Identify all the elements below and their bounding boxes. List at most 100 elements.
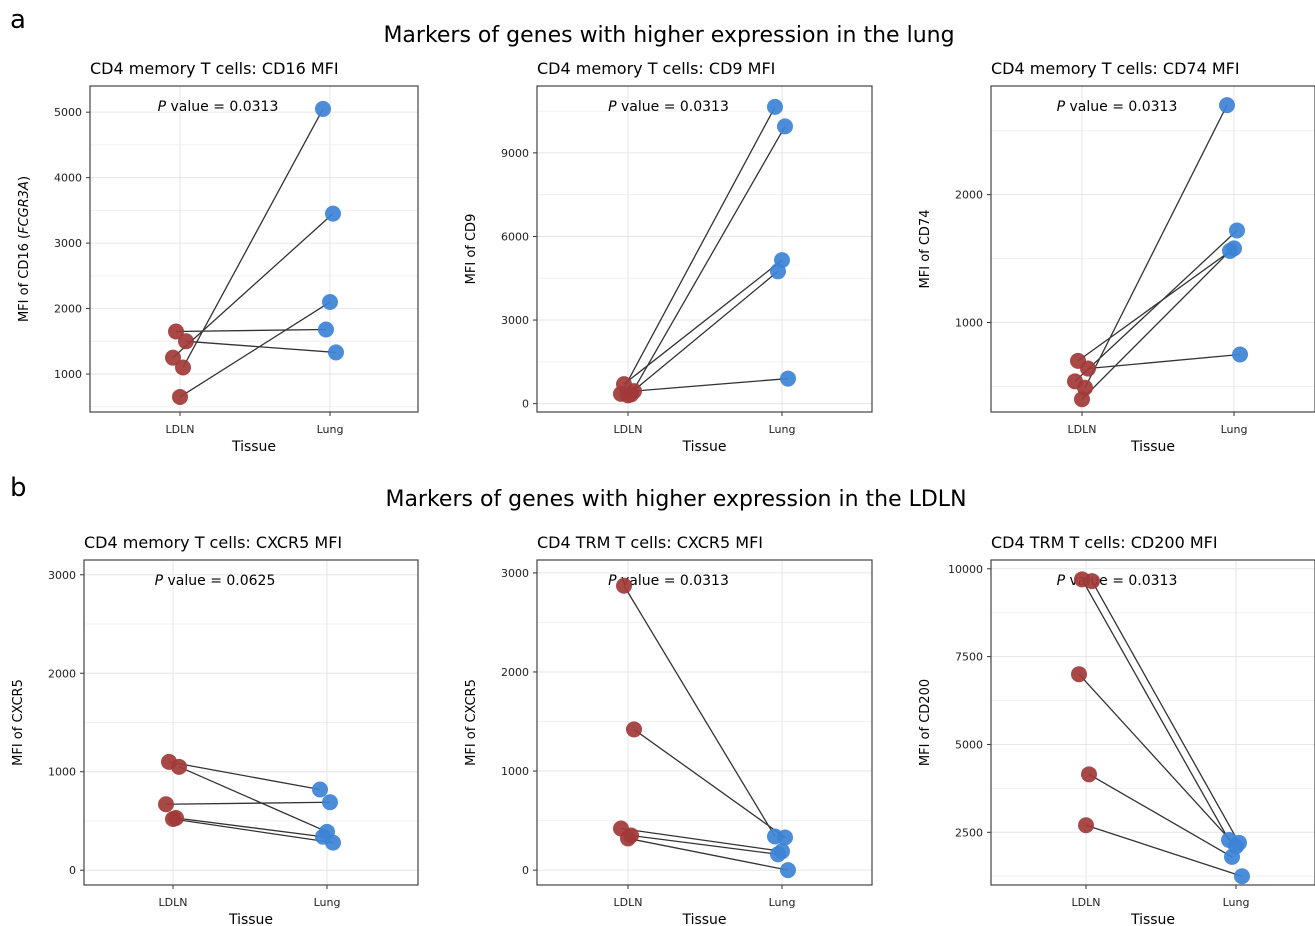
y-tick-label: 3000 (501, 314, 529, 327)
lung-point (777, 118, 793, 135)
lung-point (328, 344, 344, 361)
ldln-point (1074, 391, 1090, 408)
lung-point (325, 834, 341, 851)
pair-line (175, 328, 327, 333)
y-axis-label-text: MFI of CXCR5 (464, 679, 479, 766)
p-value-text: value = 0.0313 (1065, 99, 1177, 115)
ldln-point (1078, 817, 1094, 834)
pair-line (165, 801, 331, 805)
x-tick-label: Lung (317, 423, 344, 436)
x-axis-label: Tissue (681, 912, 726, 926)
x-tick-label: LDLN (614, 423, 643, 436)
pair-line (633, 728, 786, 838)
pair-line (185, 340, 337, 354)
lung-point (770, 263, 786, 280)
chart-6: CD4 TRM T cells: CD200 MFI 2500 5000 7500 10… (918, 533, 1315, 926)
p-value-letter: P (608, 99, 617, 115)
y-axis-label-text: MFI of CD200 (918, 679, 933, 766)
x-axis-label: Tissue (1130, 912, 1175, 926)
y-tick-label: 1000 (501, 765, 529, 778)
pair-line (1081, 579, 1230, 841)
ldln-point (165, 349, 181, 366)
plot-area (537, 86, 872, 412)
x-tick-label: Lung (769, 896, 796, 909)
y-axis-label-text: MFI of CD74 (918, 210, 933, 289)
lung-point (1232, 346, 1248, 363)
lung-point (767, 98, 783, 115)
plot-frame (83, 559, 419, 886)
chart-4: CD4 memory T cells: CXCR5 MFI 0 1000 2000 30… (11, 533, 419, 926)
plot-frame (536, 85, 873, 413)
p-value-text: value = 0.0313 (617, 99, 729, 115)
chart-title: CD4 memory T cells: CD9 MFI (537, 59, 775, 78)
x-tick-label: LDLN (159, 896, 188, 909)
x-tick-label: Lung (769, 423, 796, 436)
y-tick-label: 2000 (48, 667, 76, 680)
p-value-text: value = 0.0625 (163, 573, 275, 589)
y-axis-label: MFI of CXCR5 (464, 679, 479, 766)
lung-point (315, 100, 331, 117)
chart-title: CD4 memory T cells: CD16 MFI (90, 59, 339, 78)
pair-line (1091, 580, 1240, 844)
y-tick-label: 3000 (501, 567, 529, 580)
plot-area (537, 560, 872, 885)
ldln-point (168, 323, 184, 340)
pair-line (620, 106, 776, 395)
x-axis-label: Tissue (231, 439, 276, 455)
panel-heading: Markers of genes with higher expression … (383, 23, 954, 48)
pair-line (182, 108, 324, 368)
y-tick-label: 1000 (48, 766, 76, 779)
x-tick-label: LDLN (166, 423, 195, 436)
lung-point (325, 205, 341, 222)
x-tick-label: Lung (1223, 896, 1250, 909)
ldln-point (616, 577, 632, 594)
y-tick-label: 7500 (955, 651, 983, 664)
y-axis-label: MFI of CD16 (FCGR3A) (17, 176, 32, 322)
p-value-letter: P (158, 99, 167, 115)
lung-point (312, 781, 328, 798)
pair-line (627, 270, 779, 396)
pair-line (168, 761, 321, 791)
plot-frame (990, 559, 1315, 886)
p-value-text: value = 0.0313 (166, 99, 278, 115)
y-axis-label-close: ) (17, 176, 32, 181)
y-axis-label-gene: FCGR3A (17, 181, 32, 234)
lung-point (1234, 868, 1250, 885)
x-tick-label: Lung (314, 896, 341, 909)
pair-line (623, 585, 776, 837)
ldln-point (620, 830, 636, 847)
ldln-point (172, 388, 188, 405)
x-tick-label: Lung (1221, 423, 1248, 436)
y-tick-label: 9000 (501, 147, 529, 160)
plot-area (90, 86, 418, 412)
chart-title: CD4 memory T cells: CXCR5 MFI (84, 533, 342, 552)
y-axis-label: MFI of CD9 (464, 214, 479, 285)
ldln-point (1081, 766, 1097, 783)
y-tick-label: 2000 (501, 666, 529, 679)
lung-point (318, 321, 334, 338)
y-tick-label: 0 (69, 864, 76, 877)
x-axis-label: Tissue (228, 912, 273, 926)
y-axis-label-text: MFI of CD16 ( (17, 234, 32, 322)
y-axis-label: MFI of CD74 (918, 210, 933, 289)
chart-1: CD4 memory T cells: CD16 MFI 1000 2000 3000… (17, 59, 419, 455)
panel-heading: Markers of genes with higher expression … (385, 487, 966, 512)
lung-point (780, 862, 796, 879)
y-tick-label: 1000 (54, 368, 82, 381)
y-axis-label: MFI of CXCR5 (11, 679, 26, 766)
x-axis-label: Tissue (681, 439, 726, 455)
p-value-text: value = 0.0313 (617, 573, 729, 589)
x-tick-label: LDLN (1072, 896, 1101, 909)
p-value-letter: P (1057, 99, 1066, 115)
pair-line (1084, 104, 1228, 389)
lung-point (777, 829, 793, 846)
pair-line (1074, 229, 1238, 382)
lung-point (1219, 97, 1235, 114)
p-value-annotation: P value = 0.0625 (155, 573, 276, 589)
pair-line (620, 827, 783, 852)
y-tick-label: 6000 (501, 230, 529, 243)
y-tick-label: 2000 (955, 189, 983, 202)
y-tick-label: 4000 (54, 172, 82, 185)
panel-letter-b: b (10, 473, 27, 503)
